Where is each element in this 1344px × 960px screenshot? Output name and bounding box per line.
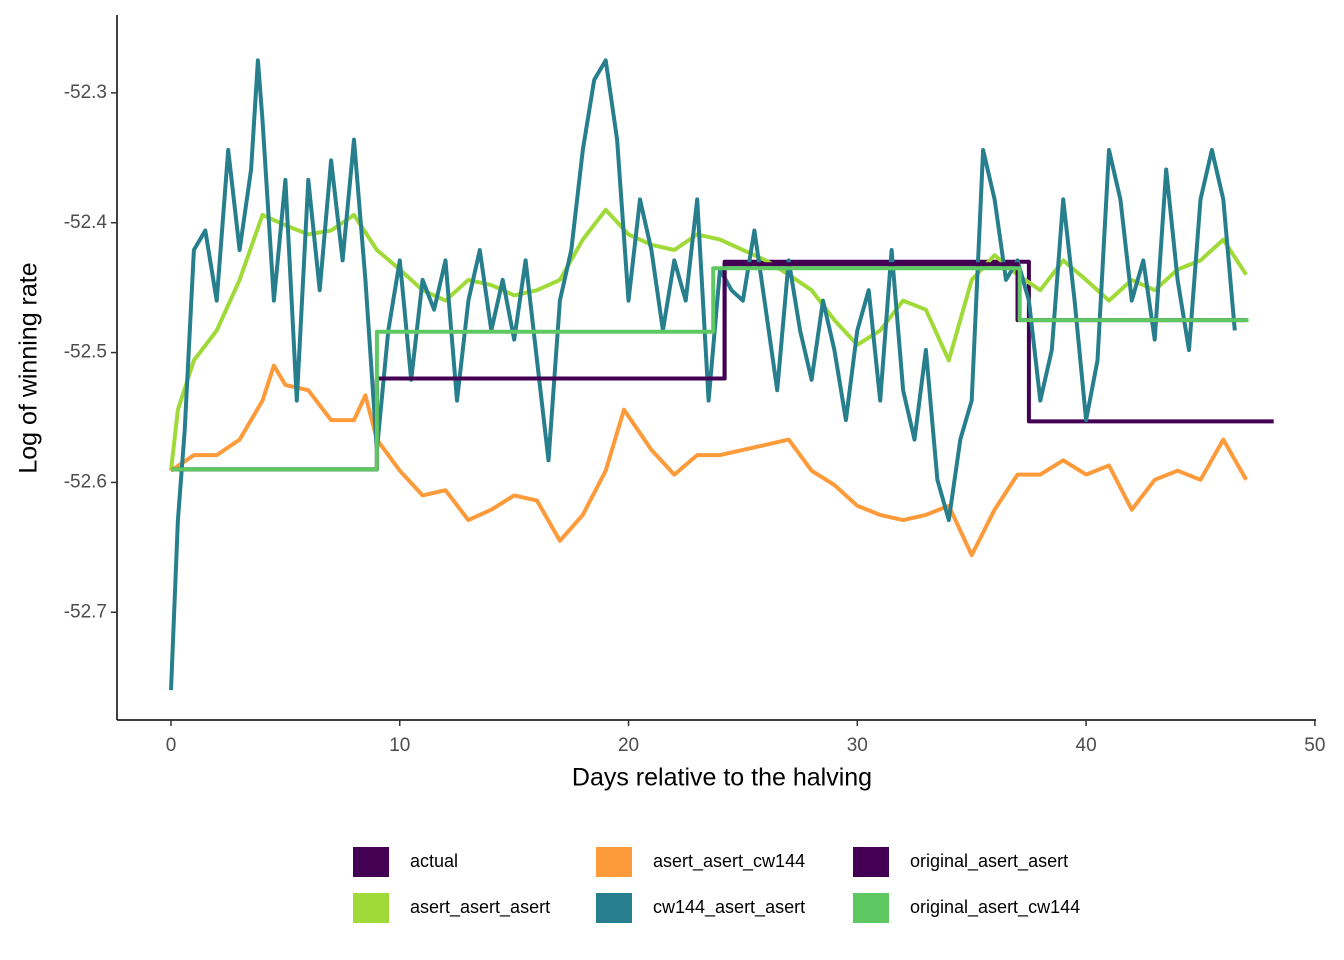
x-tick-label: 0: [166, 735, 177, 756]
legend-key: [853, 893, 889, 923]
y-tick-label: -52.6: [64, 471, 107, 492]
x-tick-label: 10: [389, 735, 410, 756]
x-axis-title: Days relative to the halving: [572, 764, 872, 792]
y-tick-label: -52.7: [64, 601, 107, 622]
legend-key: [596, 847, 632, 877]
y-axis-title: Log of winning rate: [15, 262, 43, 473]
x-tick-label: 30: [847, 735, 868, 756]
legend-label: asert_asert_asert: [410, 897, 550, 918]
x-tick-label: 20: [618, 735, 639, 756]
x-tick-label: 50: [1304, 735, 1325, 756]
legend-key: [596, 893, 632, 923]
y-tick-label: -52.4: [64, 212, 108, 233]
series-line: [169, 363, 1248, 558]
series-line: [169, 58, 1237, 691]
series-line: [171, 259, 1274, 472]
x-tick-label: 40: [1076, 735, 1097, 756]
y-tick-label: -52.3: [64, 82, 107, 103]
legend-key: [353, 847, 389, 877]
series-line: [171, 266, 1249, 472]
legend-label: actual: [410, 851, 458, 871]
legend-label: cw144_asert_asert: [653, 897, 805, 918]
legend-label: original_asert_asert: [910, 851, 1068, 872]
legend-key: [853, 847, 889, 877]
legend-label: asert_asert_cw144: [653, 851, 805, 872]
y-tick-label: -52.5: [64, 342, 107, 363]
series-line: [169, 207, 1248, 471]
legend-label: original_asert_cw144: [910, 897, 1080, 918]
legend-key: [353, 893, 389, 923]
